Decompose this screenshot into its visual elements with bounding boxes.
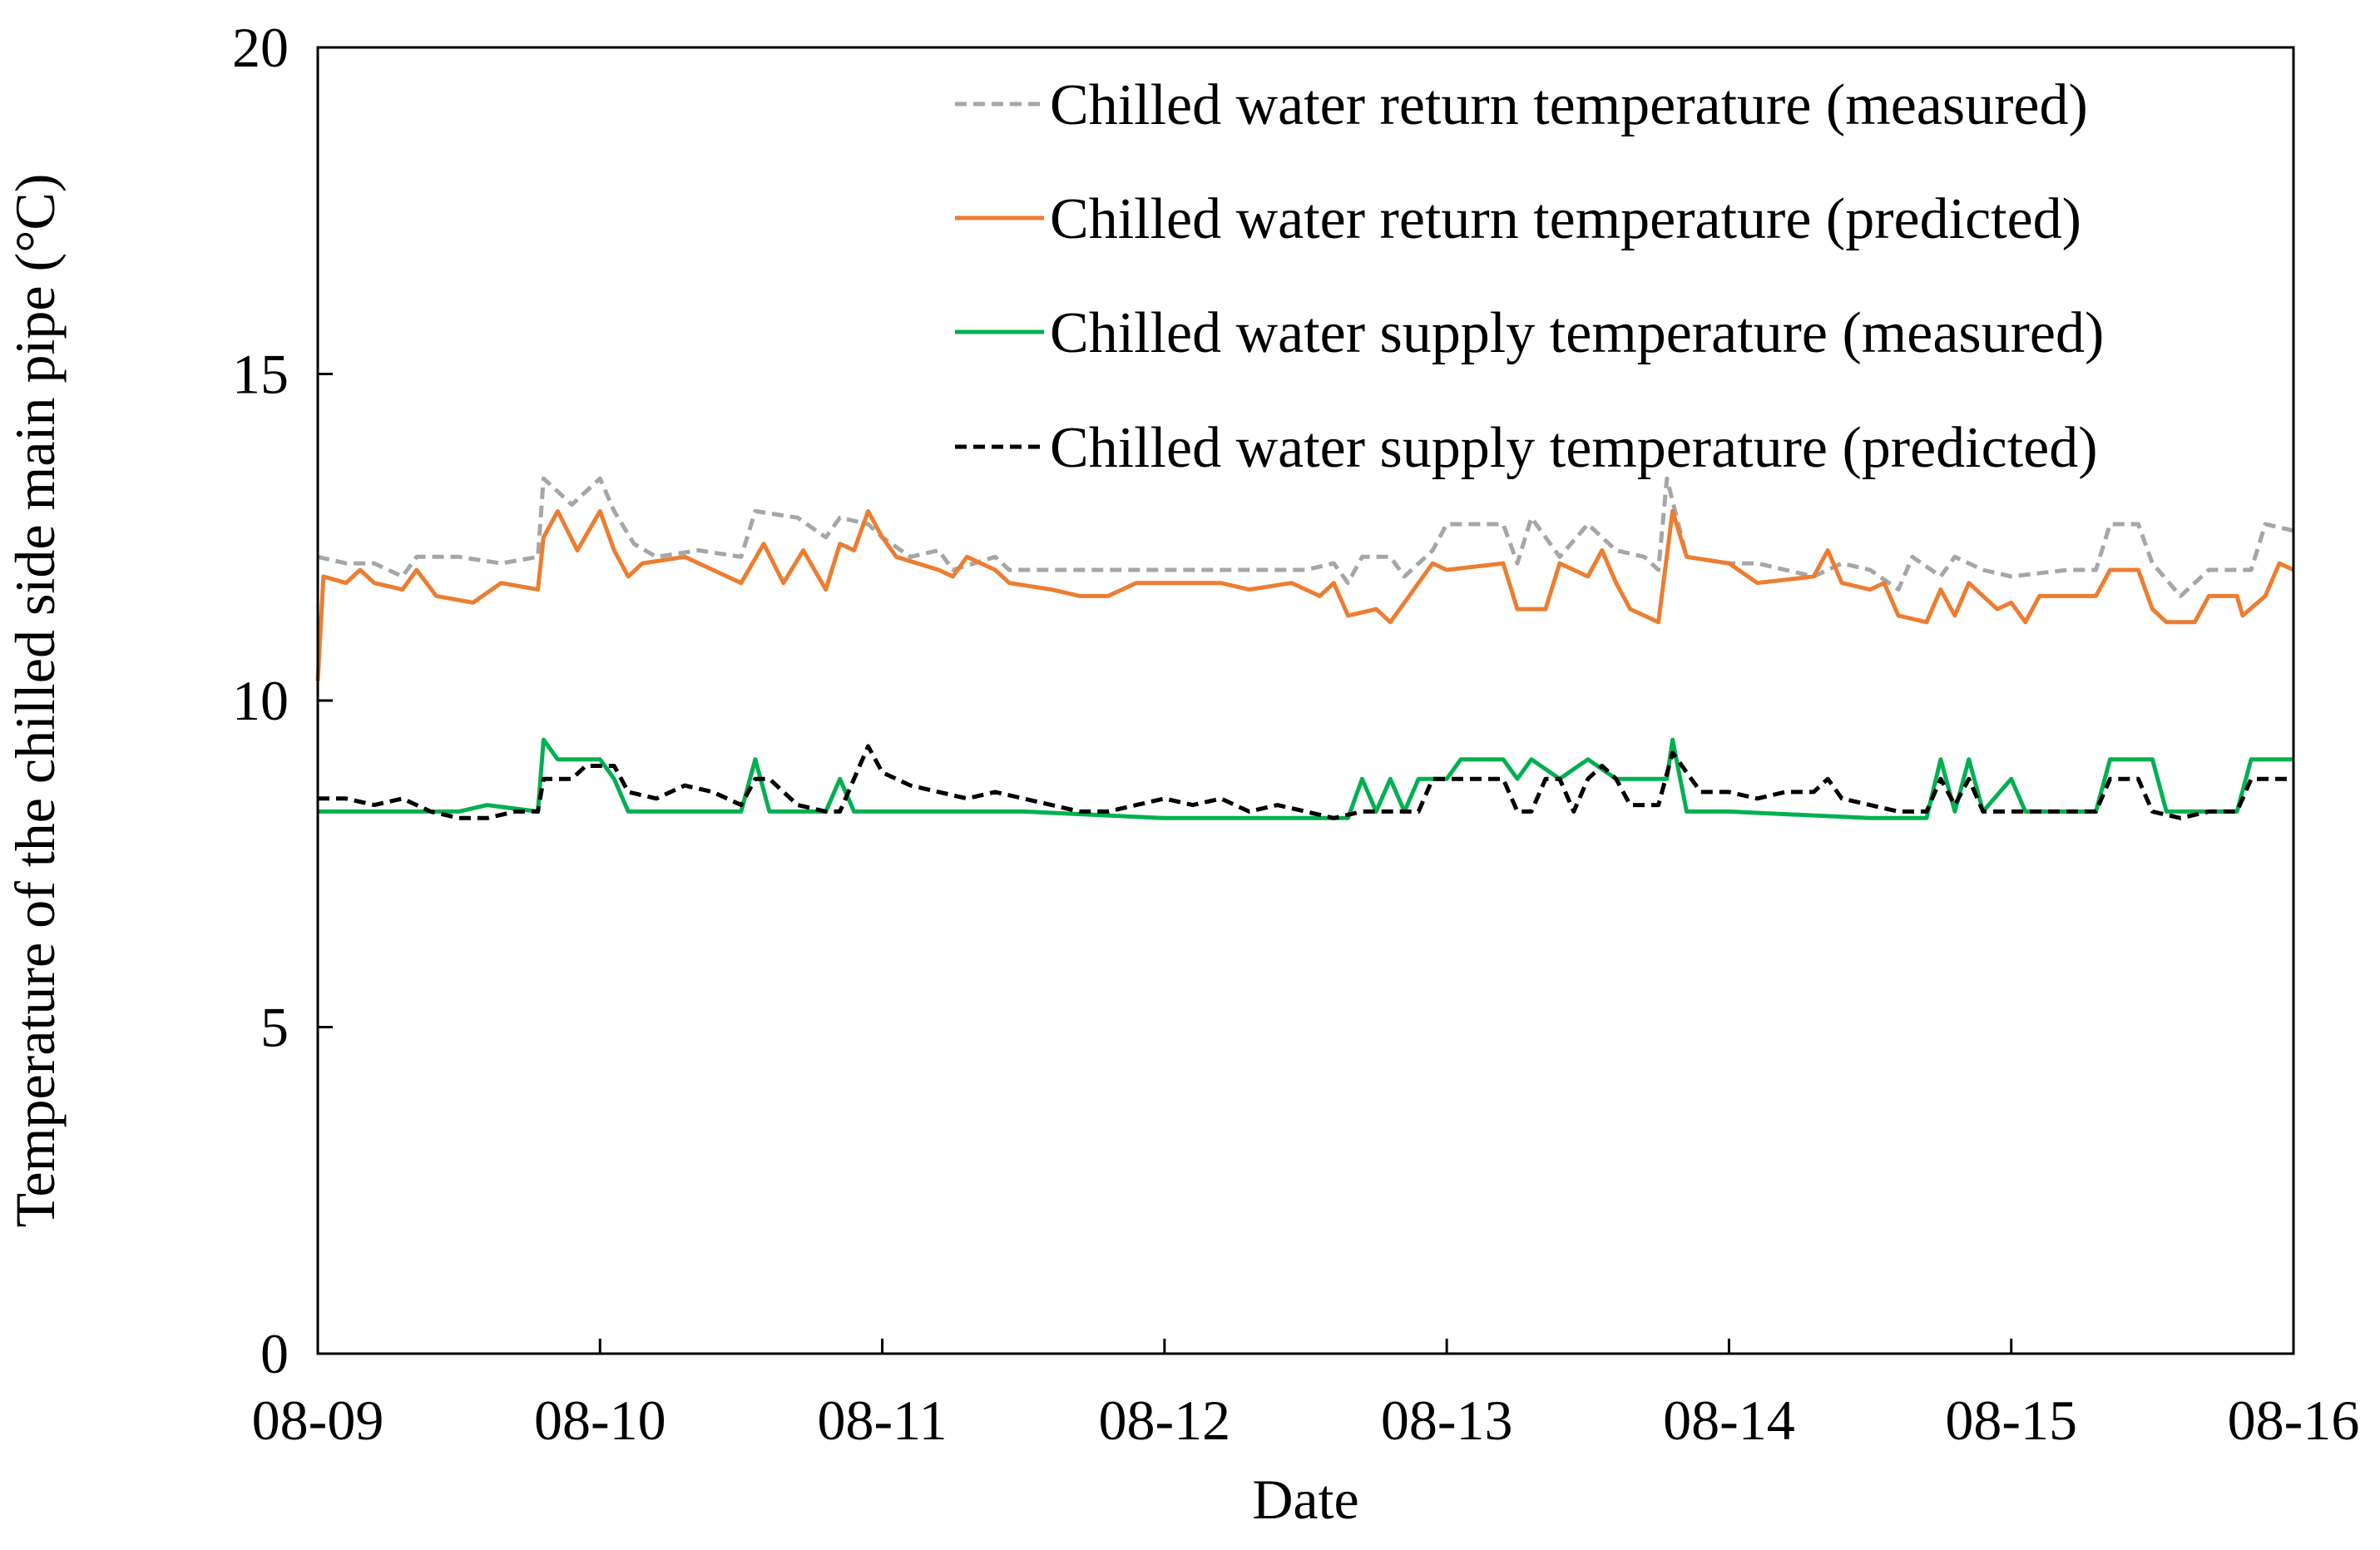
series-line-1 [317, 476, 2294, 598]
x-tick-label: 08-11 [818, 1389, 948, 1452]
x-tick-label: 08-09 [252, 1389, 384, 1452]
series-line-3 [318, 737, 2293, 820]
y-tick-label: 15 [232, 343, 289, 406]
x-axis-title: Date [1252, 1468, 1358, 1531]
legend-label-2: Chilled water return temperature (predic… [1050, 187, 2081, 251]
y-tick-labels: 0 5 10 15 20 [232, 16, 289, 1385]
x-tick-labels: 08-09 08-10 08-11 08-12 08-13 08-14 08-15 08-16 [252, 1389, 2360, 1452]
legend-label-1: Chilled water return temperature (measur… [1050, 73, 2088, 137]
y-tick-label: 10 [232, 669, 289, 732]
series-layer [315, 476, 2295, 820]
x-tick-label: 08-12 [1099, 1389, 1231, 1452]
series-line-4 [318, 744, 2293, 820]
x-tick-label: 08-10 [534, 1389, 666, 1452]
y-tick-label: 5 [260, 996, 289, 1059]
legend: Chilled water return temperature (measur… [955, 73, 2104, 480]
y-tick-label: 0 [260, 1322, 289, 1385]
legend-label-4: Chilled water supply temperature (predic… [1050, 416, 2098, 480]
x-tick-label: 08-15 [1945, 1389, 2077, 1452]
x-tick-label: 08-13 [1381, 1389, 1513, 1452]
series-line-2 [315, 508, 2295, 681]
y-tick-label: 20 [232, 16, 289, 79]
x-tick-label: 08-14 [1663, 1389, 1795, 1452]
legend-label-3: Chilled water supply temperature (measur… [1050, 301, 2104, 365]
ticks-layer [316, 46, 2295, 1355]
x-tick-label: 08-16 [2228, 1389, 2360, 1452]
y-axis-title: Temperature of the chilled side main pip… [3, 174, 67, 1228]
